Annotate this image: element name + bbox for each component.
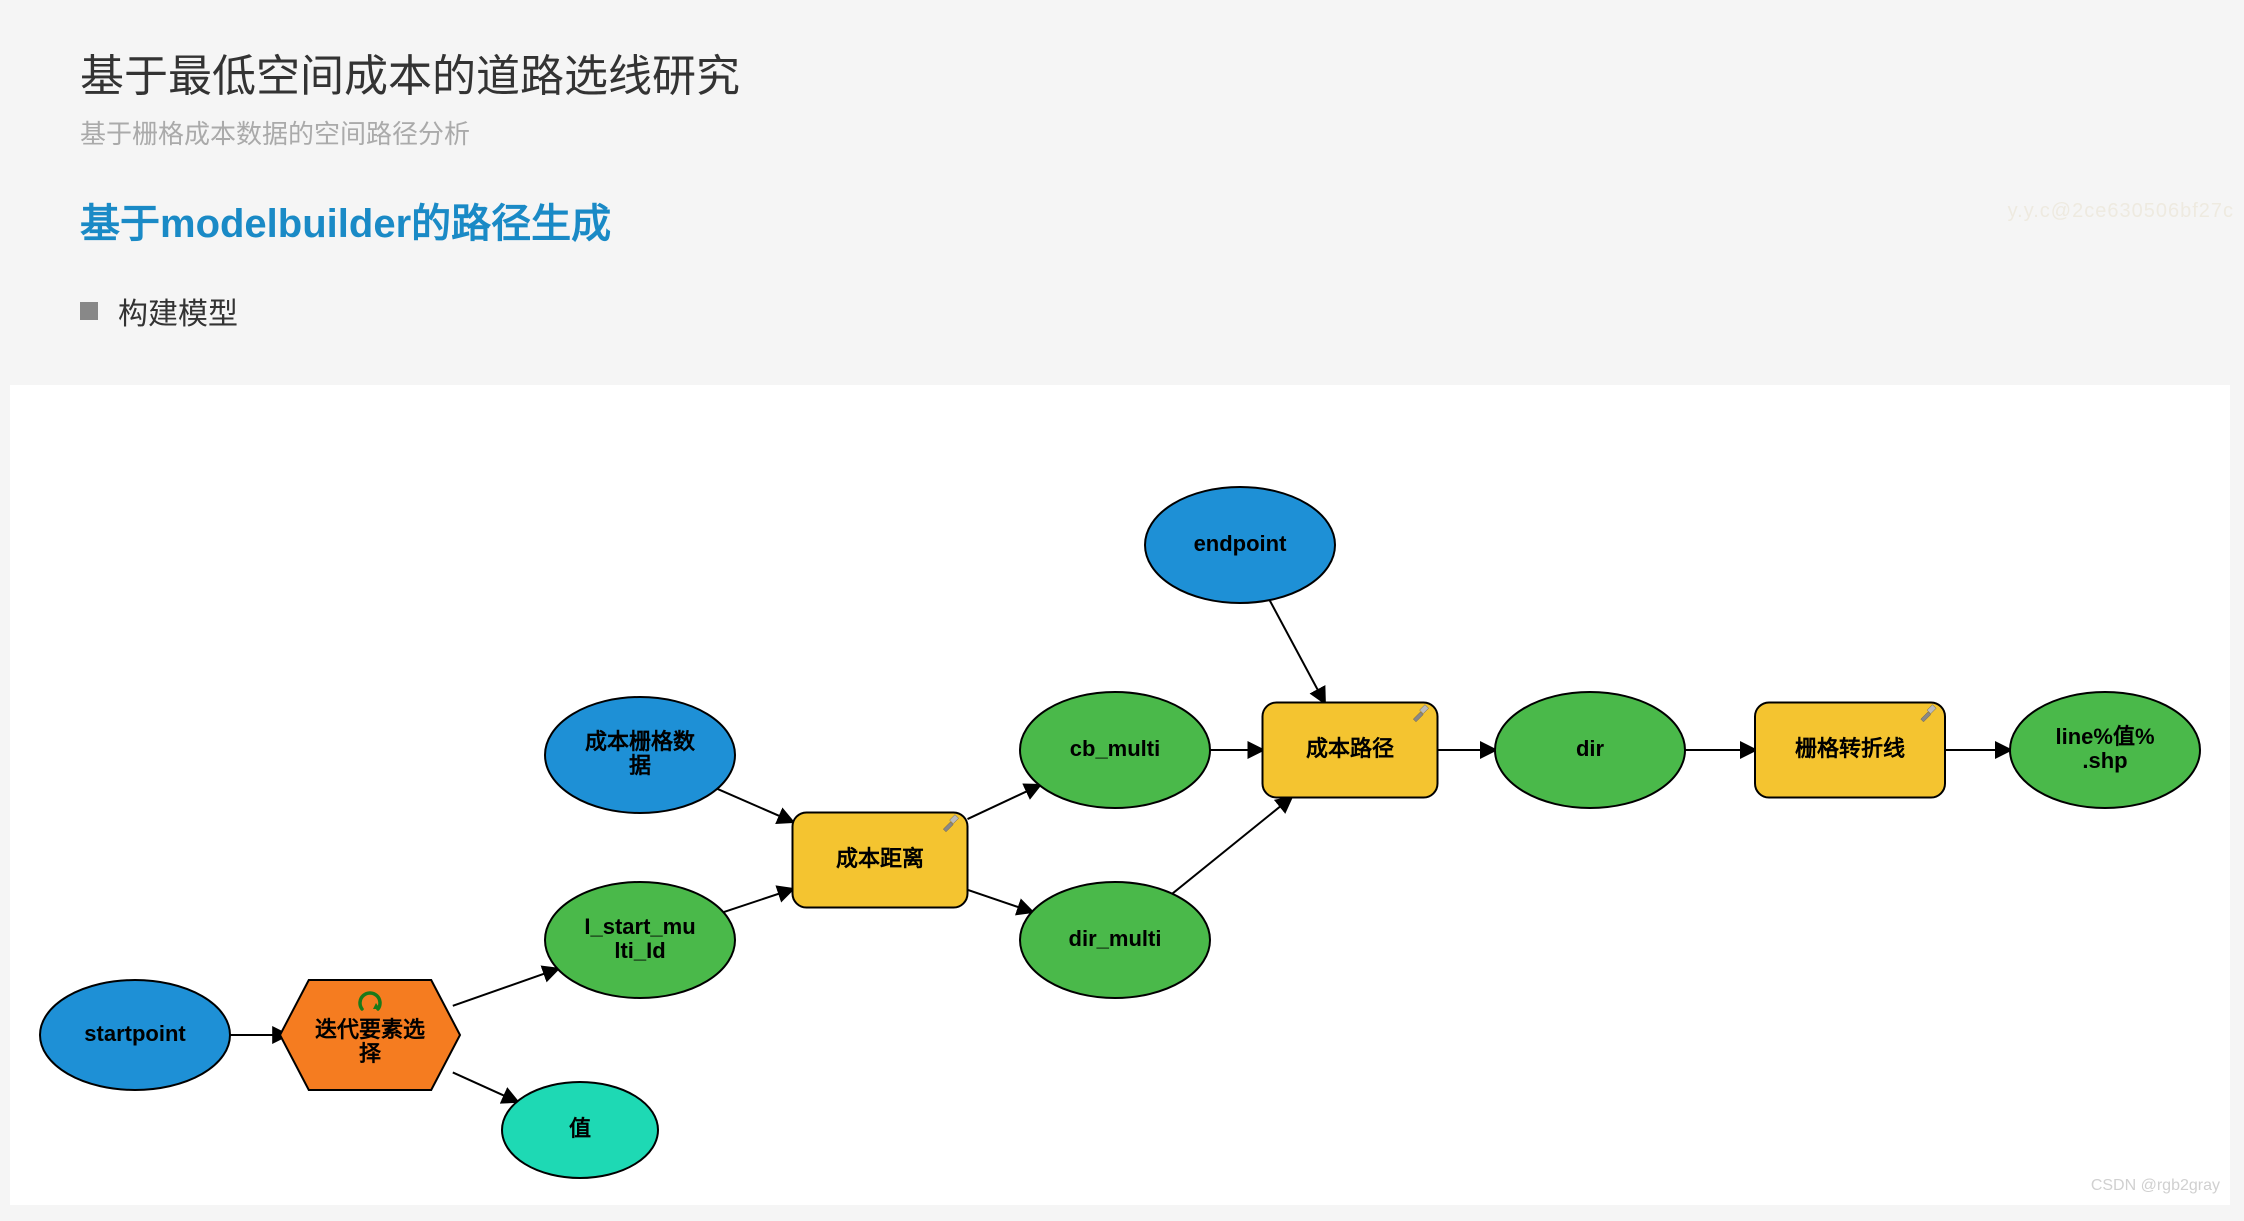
bullet-square-icon — [80, 302, 98, 320]
node-costdist: 成本距离 — [793, 813, 968, 908]
watermark-bottom: CSDN @rgb2gray — [2091, 1177, 2220, 1195]
node-label-costraster-0: 成本栅格数 — [585, 729, 696, 754]
node-value: 值 — [502, 1082, 658, 1178]
node-endpoint: endpoint — [1145, 487, 1335, 603]
node-label-dir: dir — [1576, 736, 1605, 761]
node-label-costpath: 成本路径 — [1306, 736, 1394, 761]
watermark-top: y.y.c@2ce630506bf27c — [2008, 200, 2234, 223]
node-label-cbmulti: cb_multi — [1070, 736, 1160, 761]
edge-iterator-to-value — [453, 1072, 517, 1101]
edge-costdist-to-dirmulti — [968, 890, 1033, 912]
node-label-iterator-0: 迭代要素选 — [315, 1017, 425, 1042]
edge-iterator-to-istart — [453, 969, 558, 1006]
bullet-row: 构建模型 — [80, 289, 2164, 333]
node-label-value: 值 — [569, 1116, 591, 1141]
section-title: 基于modelbuilder的路径生成 — [80, 191, 2164, 249]
edge-costdist-to-cbmulti — [968, 785, 1040, 819]
node-label-startpoint: startpoint — [84, 1021, 186, 1046]
node-iterator: 迭代要素选择 — [280, 980, 460, 1090]
node-label-r2poly: 栅格转折线 — [1795, 736, 1905, 761]
node-label-endpoint: endpoint — [1194, 531, 1288, 556]
node-cbmulti: cb_multi — [1020, 692, 1210, 808]
node-r2poly: 栅格转折线 — [1755, 703, 1945, 798]
edge-dirmulti-to-costpath — [1172, 798, 1291, 894]
node-label-lineout-0: line%值% — [2055, 724, 2154, 749]
node-label-costraster-1: 据 — [629, 753, 651, 778]
node-label-dirmulti: dir_multi — [1069, 926, 1162, 951]
main-title: 基于最低空间成本的道路选线研究 — [80, 40, 2164, 104]
node-costraster: 成本栅格数据 — [545, 697, 735, 813]
node-istart: I_start_multi_Id — [545, 882, 735, 998]
modelbuilder-flowchart: startpoint 迭代要素选择 成本栅格数据 I_start_multi_Id 值 成… — [10, 385, 2230, 1205]
node-startpoint: startpoint — [40, 980, 230, 1090]
node-label-istart-0: I_start_mu — [584, 914, 695, 939]
node-costpath: 成本路径 — [1263, 703, 1438, 798]
header-area: 基于最低空间成本的道路选线研究 基于栅格成本数据的空间路径分析 基于modelb… — [0, 0, 2244, 373]
node-dirmulti: dir_multi — [1020, 882, 1210, 998]
node-label-istart-1: lti_Id — [614, 938, 665, 963]
node-lineout: line%值%.shp — [2010, 692, 2200, 808]
node-dir: dir — [1495, 692, 1685, 808]
sub-title: 基于栅格成本数据的空间路径分析 — [80, 114, 2164, 151]
edge-costraster-to-costdist — [717, 789, 792, 822]
edge-istart-to-costdist — [723, 889, 792, 912]
node-label-costdist: 成本距离 — [836, 846, 924, 871]
bullet-text: 构建模型 — [118, 289, 238, 333]
node-label-lineout-1: .shp — [2082, 748, 2127, 773]
node-label-iterator-1: 择 — [359, 1041, 382, 1066]
diagram-container: startpoint 迭代要素选择 成本栅格数据 I_start_multi_Id 值 成… — [10, 385, 2230, 1205]
edge-endpoint-to-costpath — [1270, 600, 1325, 702]
